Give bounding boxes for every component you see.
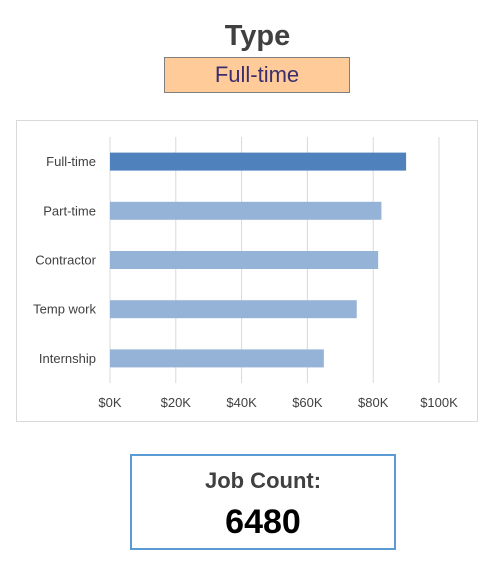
type-slicer-selected[interactable]: Full-time	[164, 57, 350, 93]
x-tick-label: $60K	[292, 395, 323, 410]
x-tick-label: $100K	[420, 395, 458, 410]
job-count-card: Job Count: 6480	[130, 454, 396, 550]
x-tick-label: $80K	[358, 395, 389, 410]
x-tick-label: $40K	[226, 395, 257, 410]
bar-contractor	[110, 251, 379, 269]
x-tick-label: $0K	[98, 395, 121, 410]
category-label: Full-time	[46, 154, 96, 169]
bar-part-time	[110, 201, 382, 220]
bar-internship	[110, 349, 324, 368]
category-label: Temp work	[33, 302, 96, 317]
job-count-value: 6480	[225, 503, 301, 541]
chart-plot: Full-time Part-time Contractor Temp work Int…	[33, 137, 458, 410]
x-tick-label: $20K	[161, 395, 192, 410]
salary-bar-chart: Full-time Part-time Contractor Temp work Int…	[16, 120, 478, 422]
category-label: Part-time	[43, 203, 96, 218]
filter-title: Type	[224, 20, 291, 52]
bar-temp-work	[110, 300, 357, 319]
job-count-label: Job Count:	[204, 468, 322, 493]
bar-full-time	[110, 152, 407, 171]
category-label: Contractor	[35, 253, 96, 268]
category-label: Internship	[39, 351, 96, 366]
